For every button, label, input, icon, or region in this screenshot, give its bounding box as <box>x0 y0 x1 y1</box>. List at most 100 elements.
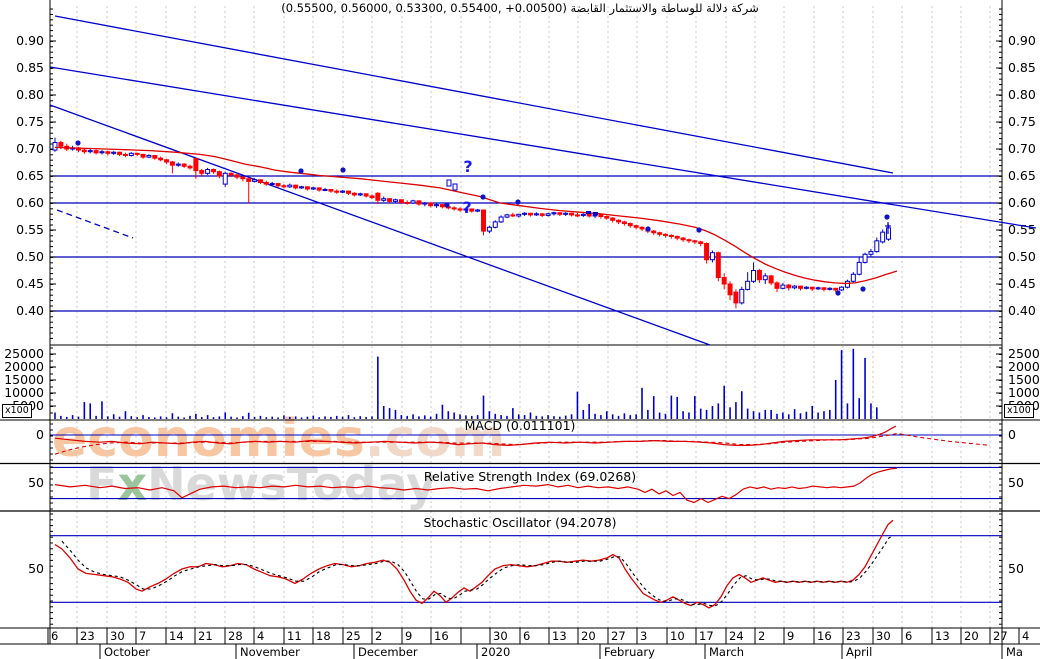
candle-body <box>193 158 199 172</box>
price-label-left: 0.40 <box>16 303 44 318</box>
month-label: February <box>604 645 655 659</box>
candle-body <box>304 186 310 190</box>
sar-dot <box>75 140 81 146</box>
price-label-left: 0.50 <box>16 249 44 264</box>
rsi-mid-label-right: 50 <box>1008 475 1024 490</box>
candle-body <box>117 151 123 155</box>
candle-body <box>680 237 686 241</box>
candle-body <box>498 216 504 223</box>
candle-body <box>410 200 416 204</box>
week-label: 6 <box>51 629 58 643</box>
candle-body <box>527 212 533 216</box>
candle-body <box>880 231 886 243</box>
candle-body <box>815 287 821 290</box>
candle-body <box>797 285 803 289</box>
candle-body <box>715 252 721 279</box>
stoch-k-line <box>54 519 894 609</box>
candle-body <box>269 183 275 186</box>
price-label-right: 0.50 <box>1008 249 1036 264</box>
candle-body <box>392 199 398 202</box>
candle-body <box>756 270 762 281</box>
candle-body <box>387 198 393 202</box>
week-label: 7 <box>139 629 146 643</box>
price-label-right: 0.80 <box>1008 87 1036 102</box>
month-label: October <box>104 645 150 659</box>
rsi-label: Relative Strength Index (69.0268) <box>424 469 636 484</box>
volume-label-right: 15000 <box>1008 372 1040 387</box>
candle-body <box>481 209 487 232</box>
stoch-d-line <box>61 535 894 607</box>
trendline <box>54 15 894 174</box>
candle-body <box>692 240 698 243</box>
candle-body <box>439 204 445 208</box>
candle-body <box>569 212 575 216</box>
week-label: 2 <box>758 629 765 643</box>
candle-body <box>545 213 551 216</box>
candle-body <box>768 275 774 284</box>
week-label: 23 <box>846 629 861 643</box>
candle-body <box>780 284 786 289</box>
candle-body <box>328 189 334 192</box>
candle-body <box>827 287 833 290</box>
sar-dot <box>340 167 346 173</box>
candle-body <box>222 172 228 185</box>
trendline-dashed <box>56 209 134 239</box>
week-label: 16 <box>817 629 832 643</box>
sar-dot <box>835 290 841 296</box>
week-label: 30 <box>493 629 508 643</box>
sar-dot <box>298 168 304 174</box>
marker-glyph <box>593 212 598 215</box>
week-label: 17 <box>699 629 714 643</box>
candle-body <box>369 195 375 199</box>
candle-body <box>181 163 187 167</box>
candle-body <box>533 213 539 216</box>
candle-body <box>134 152 140 155</box>
candle-body <box>81 149 87 153</box>
sar-dot <box>696 227 702 233</box>
candle-body <box>786 284 792 289</box>
week-label: 27 <box>993 629 1008 643</box>
sar-dot <box>515 199 521 205</box>
week-label: 9 <box>405 629 412 643</box>
month-label: December <box>358 645 418 659</box>
price-label-left: 0.45 <box>16 276 44 291</box>
candle-body <box>486 226 492 232</box>
volume-label-right: 10000 <box>1008 385 1040 400</box>
candle-body <box>792 285 798 289</box>
candle-body <box>52 142 58 151</box>
week-label: 6 <box>523 629 530 643</box>
candle-body <box>762 275 768 281</box>
week-label: 14 <box>169 629 184 643</box>
candle-body <box>240 176 246 180</box>
candle-body <box>539 213 545 216</box>
marker-glyph <box>452 183 458 191</box>
candle-body <box>404 201 410 204</box>
week-label: 3 <box>640 629 647 643</box>
question-mark-annotation: ? <box>462 198 471 217</box>
volume-label-left: 20000 <box>4 359 44 374</box>
month-label: March <box>709 645 744 659</box>
candle-body <box>745 280 751 290</box>
week-label: 24 <box>729 629 744 643</box>
sar-dot <box>444 202 450 208</box>
price-label-right: 0.45 <box>1008 276 1036 291</box>
candle-body <box>351 192 357 196</box>
candle-body <box>316 187 322 191</box>
price-label-right: 0.85 <box>1008 60 1036 75</box>
week-label: 2 <box>375 629 382 643</box>
candle-body <box>169 161 175 166</box>
week-label: 30 <box>876 629 891 643</box>
candle-body <box>428 202 434 207</box>
price-label-right: 0.90 <box>1008 33 1036 48</box>
candle-body <box>375 192 381 201</box>
candle-body <box>469 208 475 212</box>
candle-body <box>563 212 569 215</box>
candle-body <box>862 253 868 263</box>
price-label-right: 0.75 <box>1008 114 1036 129</box>
candle-body <box>87 150 93 153</box>
candle-body <box>580 213 586 216</box>
watermark-fxnewstoday: FxNewsToday <box>86 457 436 511</box>
candle-body <box>739 288 745 304</box>
volume-label-left: 15000 <box>4 372 44 387</box>
